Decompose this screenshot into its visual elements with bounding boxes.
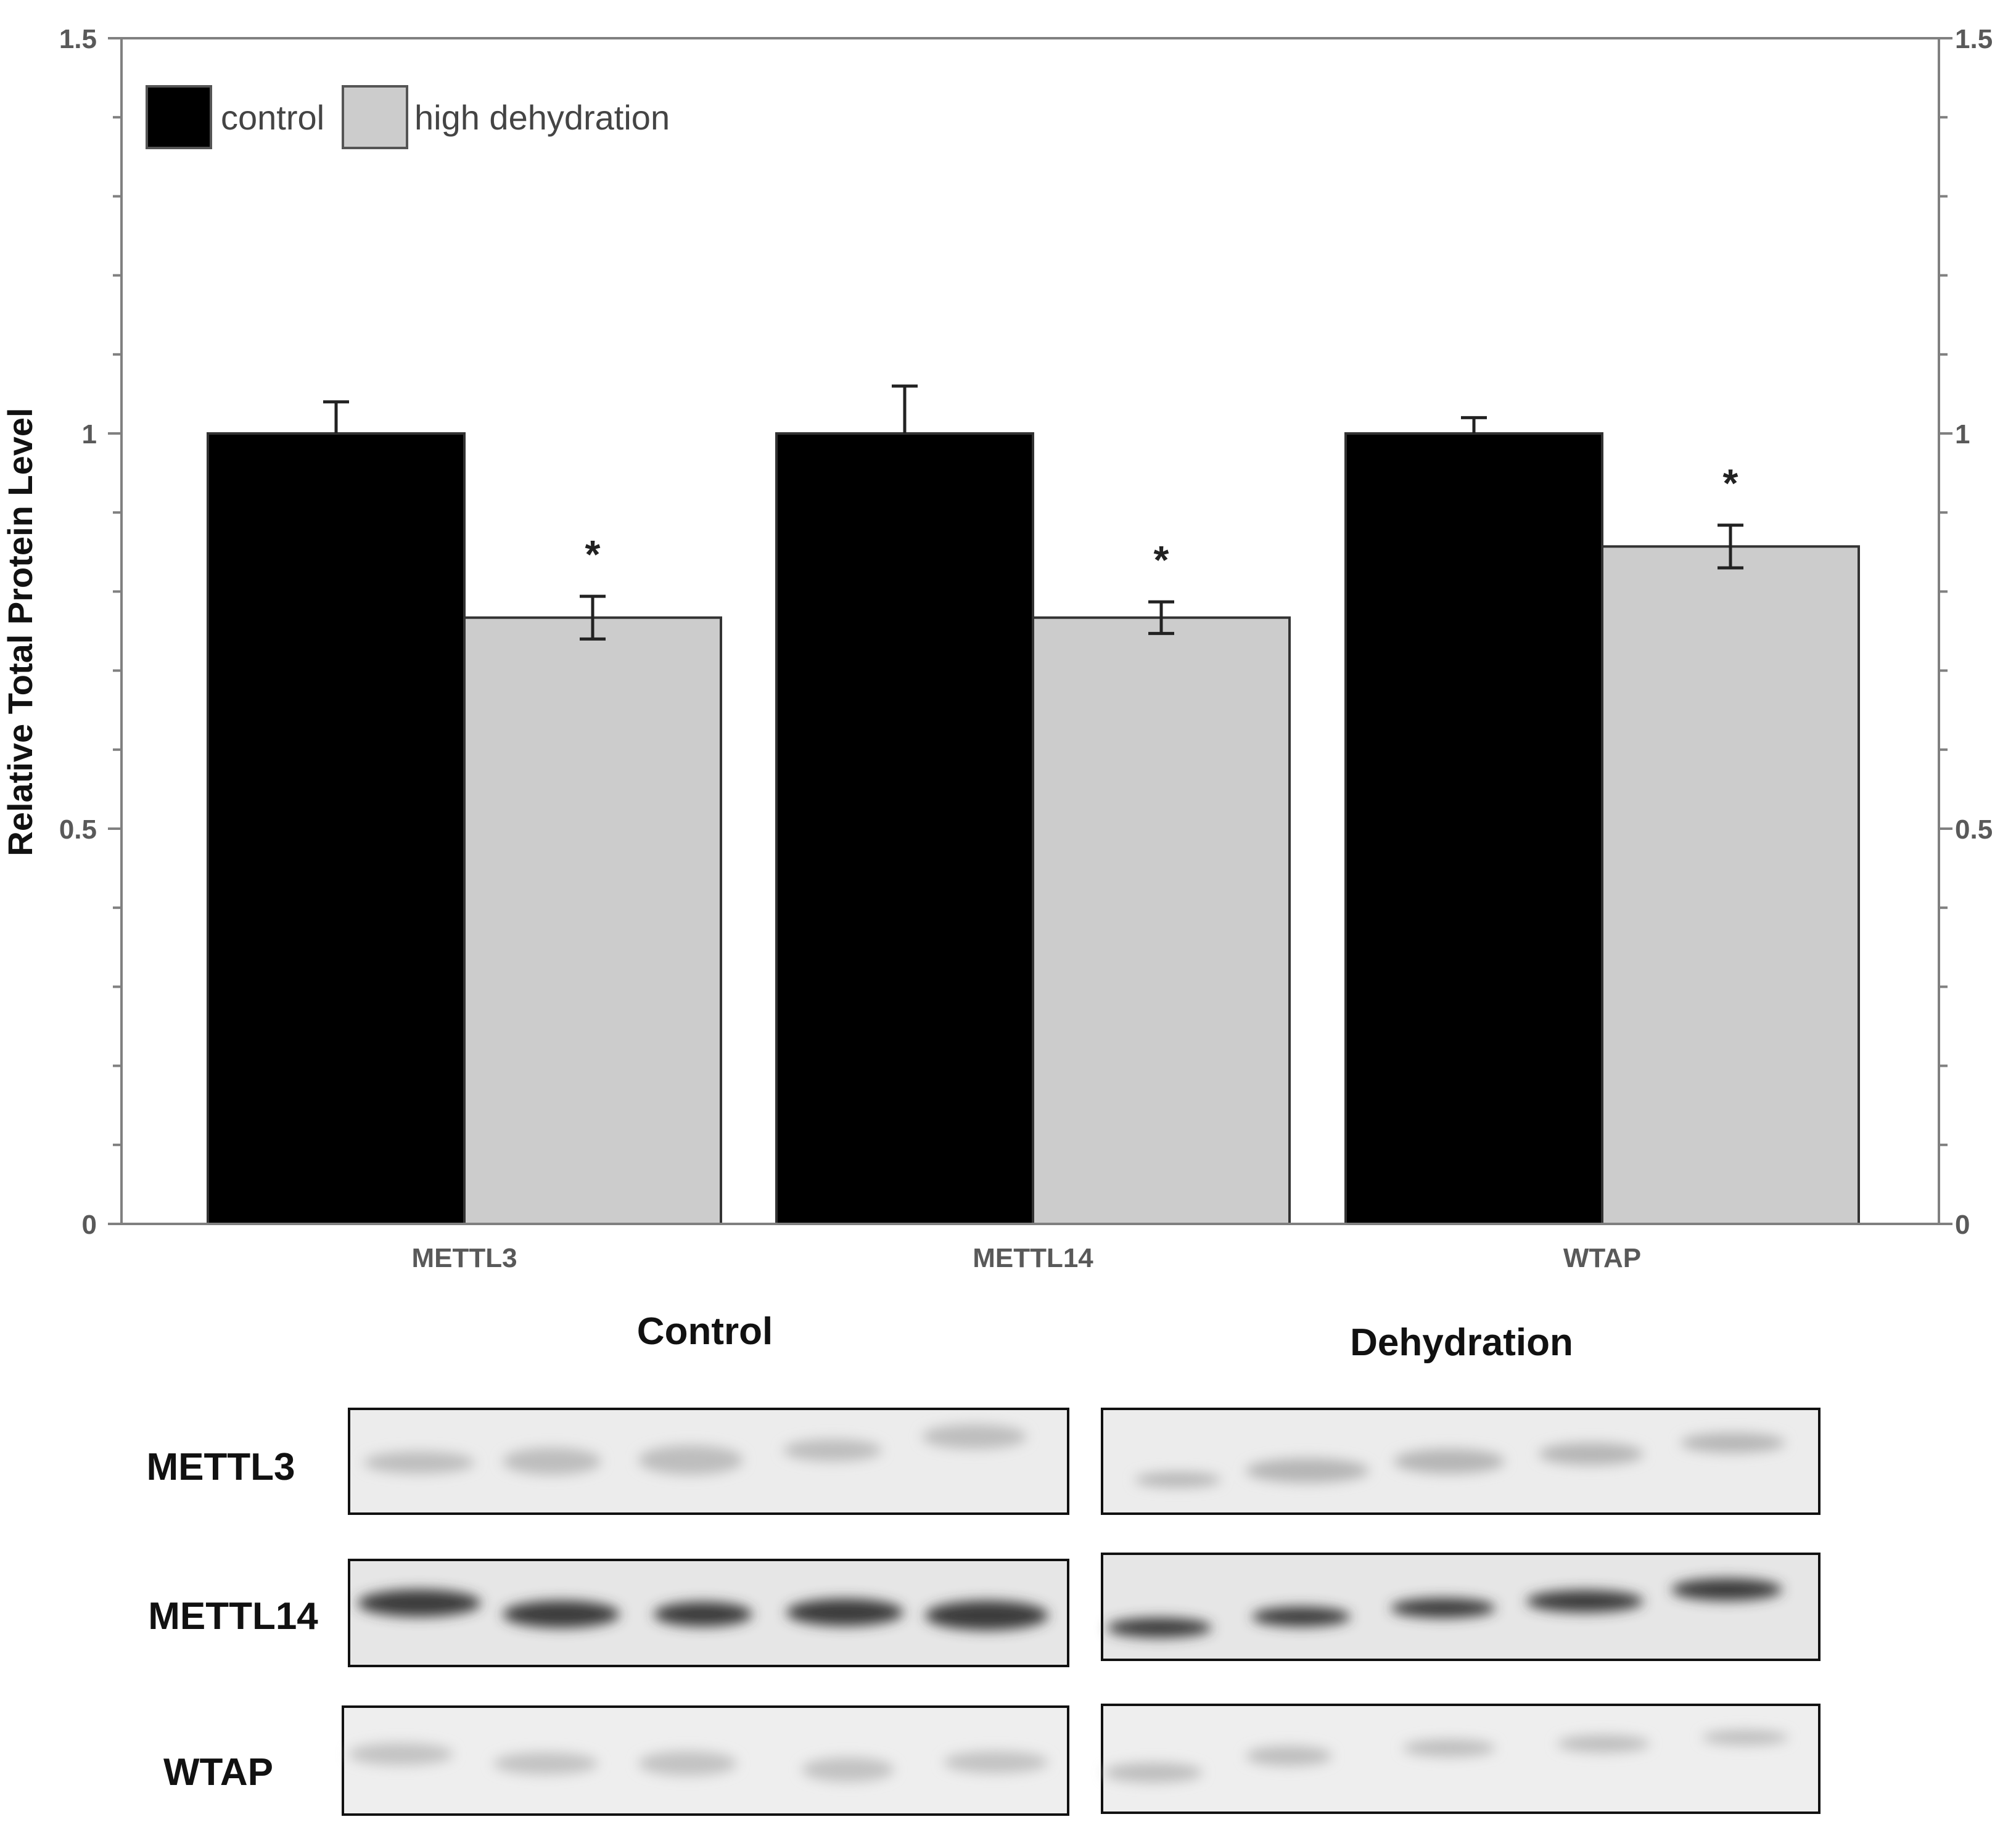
legend-swatch-high-dehydration [342, 85, 408, 149]
x-tick-label-mettl3: METTL3 [411, 1243, 517, 1273]
significance-star: * [585, 532, 601, 576]
blot-mettl3-control [348, 1408, 1069, 1515]
y-tick-label-right: 1 [1955, 419, 1970, 449]
blot-mettl3-dehydration [1101, 1408, 1821, 1515]
bars [207, 432, 1860, 1225]
bar-mettl3-control [207, 432, 466, 1225]
y-tick-label-right: 0.5 [1955, 814, 1993, 845]
legend-label-control: control [221, 98, 324, 137]
legend-label-high-dehydration: high dehydration [414, 98, 670, 137]
significance-markers: * * * [585, 461, 1738, 582]
error-bars [323, 384, 1743, 641]
y-tick-label-left: 0.5 [59, 814, 97, 845]
x-axis-labels: METTL3 METTL14 WTAP [411, 1243, 1641, 1273]
blot-wtap-dehydration [1101, 1704, 1821, 1814]
legend-swatch-control [146, 85, 212, 149]
blot-group-label-control: Control [637, 1310, 773, 1353]
bar-mettl3-high-dehydration [463, 616, 722, 1225]
y-axis-label: Relative Total Protein Level [1, 408, 39, 856]
significance-star: * [1154, 538, 1169, 582]
western-blot-panel: Control Dehydration METTL3 METTL14 WTAP [146, 1310, 1821, 1816]
y-axis-left: 0 0.5 1 1.5 [59, 24, 121, 1240]
bar-chart: 00.511.5 00.511.5 * ** METTL3 METTL14 WTAP … [1, 24, 1993, 1273]
plot-frame [120, 37, 1940, 1225]
y-tick-label-left: 0 [82, 1210, 97, 1240]
y-tick-label-right: 1.5 [1955, 24, 1993, 54]
y-tick-label-left: 1.5 [59, 24, 97, 54]
blot-row-label-wtap: WTAP [163, 1751, 273, 1794]
blot-wtap-control [342, 1705, 1069, 1816]
x-tick-label-mettl14: METTL14 [973, 1243, 1093, 1273]
blot-row-label-mettl14: METTL14 [148, 1595, 318, 1638]
significance-star: * [1723, 461, 1738, 506]
blot-row-label-mettl3: METTL3 [146, 1446, 295, 1488]
bar-mettl14-control [775, 432, 1034, 1225]
blot-mettl14-dehydration [1101, 1553, 1821, 1661]
y-tick-label-right: 0 [1955, 1210, 1970, 1240]
bar-wtap-high-dehydration [1601, 545, 1860, 1225]
y-axis-right: 0 0.5 1 1.5 [1939, 24, 1993, 1240]
bar-wtap-control [1344, 432, 1603, 1225]
blot-mettl14-control [348, 1559, 1069, 1667]
x-tick-label-wtap: WTAP [1563, 1243, 1641, 1273]
bar-mettl14-high-dehydration [1032, 616, 1291, 1225]
blot-group-label-dehydration: Dehydration [1350, 1321, 1573, 1364]
legend: control high dehydration [146, 85, 670, 149]
y-tick-label-left: 1 [82, 419, 97, 449]
